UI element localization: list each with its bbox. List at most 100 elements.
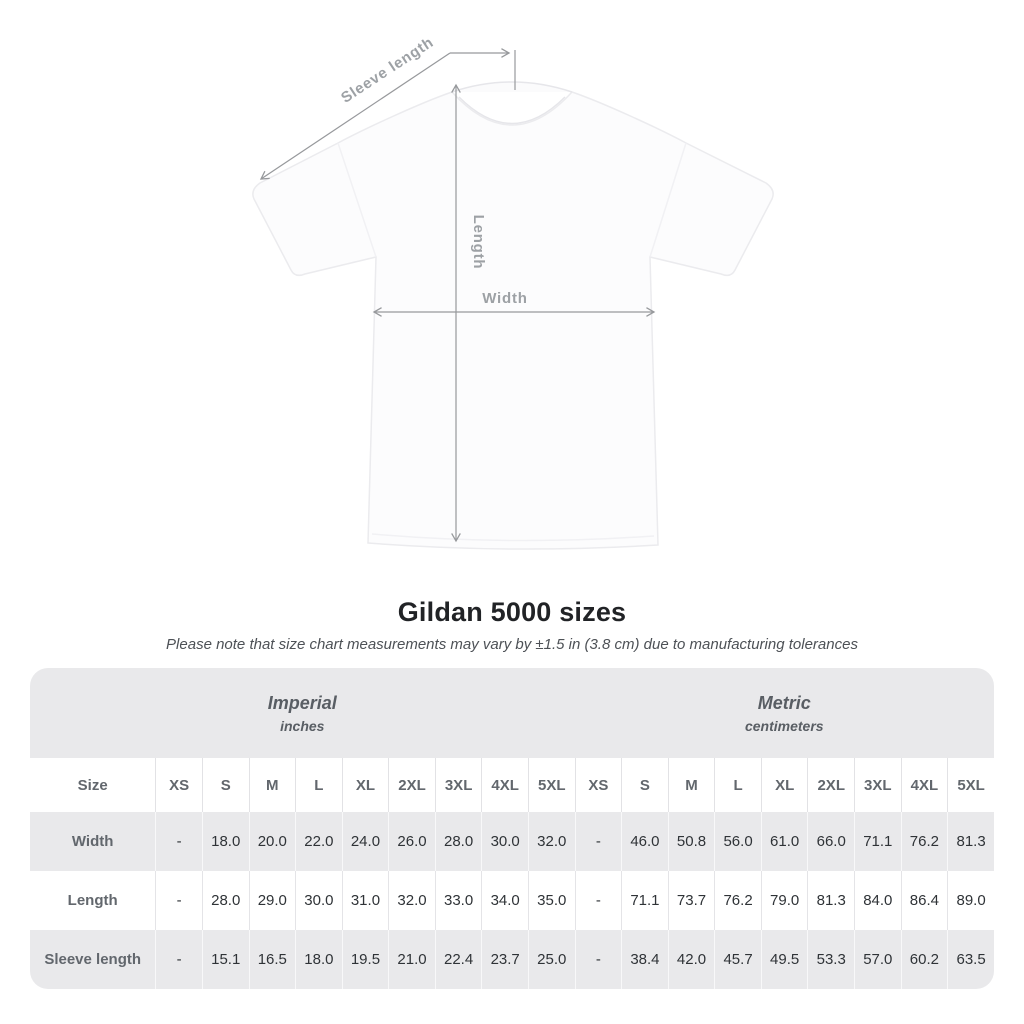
table-cell: 86.4: [900, 871, 948, 930]
size-header-cell: L: [295, 758, 342, 812]
tolerance-note: Please note that size chart measurements…: [166, 636, 858, 653]
table-cell: 16.5: [248, 930, 296, 989]
table-cell: 26.0: [388, 812, 435, 871]
table-cell: 23.7: [481, 930, 528, 989]
table-cell: 84.0: [854, 871, 901, 930]
size-column-header: Size: [30, 758, 156, 812]
tshirt-diagram: Sleeve length Length Width: [252, 34, 774, 550]
size-header-cell: L: [714, 758, 761, 812]
row-label: Width: [30, 812, 156, 871]
size-header-cell: XS: [155, 758, 202, 812]
table-cell: 81.3: [947, 812, 994, 871]
size-header-cell: XS: [574, 758, 622, 812]
imperial-label: Imperial: [267, 692, 337, 713]
size-header-cell: M: [667, 758, 715, 812]
table-cell: 25.0: [527, 930, 575, 989]
imperial-header: Imperial inches: [30, 668, 575, 758]
table-cell: 24.0: [341, 812, 389, 871]
tshirt-collar-back: [451, 81, 573, 93]
table-cell: 31.0: [341, 871, 389, 930]
table-cell: 60.2: [900, 930, 948, 989]
size-header-cell: M: [248, 758, 296, 812]
table-cell: 49.5: [760, 930, 808, 989]
size-header-cell: 5XL: [947, 758, 994, 812]
unit-header-row: Imperial inches Metric centimeters: [30, 668, 994, 758]
table-cell: 56.0: [714, 812, 761, 871]
metric-label: Metric: [757, 692, 811, 713]
size-header-row: Size XS S M L XL 2XL 3XL 4XL 5XL XS S M L XL 2XL 3XL 4XL…: [30, 758, 994, 812]
tshirt-image: [252, 81, 774, 550]
table-cell: 22.0: [295, 812, 342, 871]
table-cell: 71.1: [621, 871, 668, 930]
table-cell: 21.0: [388, 930, 435, 989]
sleeve-length-label: Sleeve length: [338, 34, 437, 107]
table-cell: -: [574, 812, 622, 871]
tshirt-left-armhole-seam: [337, 142, 377, 258]
tshirt-right-armhole-seam: [649, 142, 687, 258]
table-cell: 66.0: [807, 812, 855, 871]
table-cell: 22.4: [434, 930, 482, 989]
tshirt-body: [252, 91, 774, 550]
table-cell: 35.0: [527, 871, 575, 930]
table-cell: 76.2: [714, 871, 761, 930]
size-header-cell: XL: [760, 758, 808, 812]
table-cell: 34.0: [481, 871, 528, 930]
table-row: Length -28.0 29.0 30.0 31.0 32.0 33.0 34.0 35.0-…: [30, 871, 994, 930]
table-cell: 30.0: [481, 812, 528, 871]
imperial-unit: inches: [280, 717, 325, 734]
table-cell: 63.5: [947, 930, 994, 989]
table-cell: 18.0: [201, 812, 249, 871]
tshirt-hem-stitch: [371, 533, 655, 542]
table-cell: 18.0: [295, 930, 342, 989]
table-cell: 76.2: [900, 812, 948, 871]
sleeve-length-arrow-diagonal: [259, 52, 451, 180]
size-header-cell: 3XL: [854, 758, 901, 812]
table-row: Width -18.0 20.0 22.0 24.0 26.0 28.0 30.0 32.0-4…: [30, 812, 994, 871]
size-header-cell: 3XL: [434, 758, 482, 812]
table-cell: 71.1: [854, 812, 901, 871]
table-cell: 73.7: [667, 871, 715, 930]
table-cell: 28.0: [201, 871, 249, 930]
tshirt-collar-inner: [458, 96, 566, 125]
size-header-cell: XL: [341, 758, 389, 812]
size-header-cell: S: [621, 758, 668, 812]
table-cell: 38.4: [621, 930, 668, 989]
table-cell: 32.0: [527, 812, 575, 871]
table-cell: -: [574, 930, 622, 989]
table-cell: 19.5: [341, 930, 389, 989]
table-cell: 42.0: [667, 930, 715, 989]
width-label: Width: [482, 290, 528, 307]
size-header-cell: 4XL: [900, 758, 948, 812]
table-cell: 81.3: [807, 871, 855, 930]
table-cell: 32.0: [388, 871, 435, 930]
table-cell: -: [155, 871, 202, 930]
table-cell: 57.0: [854, 930, 901, 989]
page-title: Gildan 5000 sizes: [397, 597, 627, 627]
table-cell: 53.3: [807, 930, 855, 989]
row-label: Length: [30, 871, 156, 930]
metric-unit: centimeters: [744, 717, 824, 734]
table-cell: -: [155, 812, 202, 871]
table-cell: 33.0: [434, 871, 482, 930]
table-cell: 89.0: [947, 871, 994, 930]
size-header-cell: 2XL: [388, 758, 435, 812]
length-label: Length: [470, 215, 487, 270]
table-cell: 30.0: [295, 871, 342, 930]
size-table: Imperial inches Metric centimeters Size …: [30, 668, 994, 989]
size-header-cell: 4XL: [481, 758, 528, 812]
metric-header: Metric centimeters: [574, 668, 994, 758]
table-row: Sleeve length -15.1 16.5 18.0 19.5 21.0 22.4 23…: [30, 930, 994, 989]
size-header-cell: 2XL: [807, 758, 855, 812]
size-header-cell: 5XL: [527, 758, 575, 812]
table-cell: 45.7: [714, 930, 761, 989]
table-cell: 29.0: [248, 871, 296, 930]
table-cell: -: [155, 930, 202, 989]
table-cell: 28.0: [434, 812, 482, 871]
table-cell: 50.8: [667, 812, 715, 871]
measurement-annotations: [259, 48, 656, 543]
table-cell: 46.0: [621, 812, 668, 871]
row-label: Sleeve length: [30, 930, 156, 989]
table-cell: 61.0: [760, 812, 808, 871]
table-cell: 20.0: [248, 812, 296, 871]
